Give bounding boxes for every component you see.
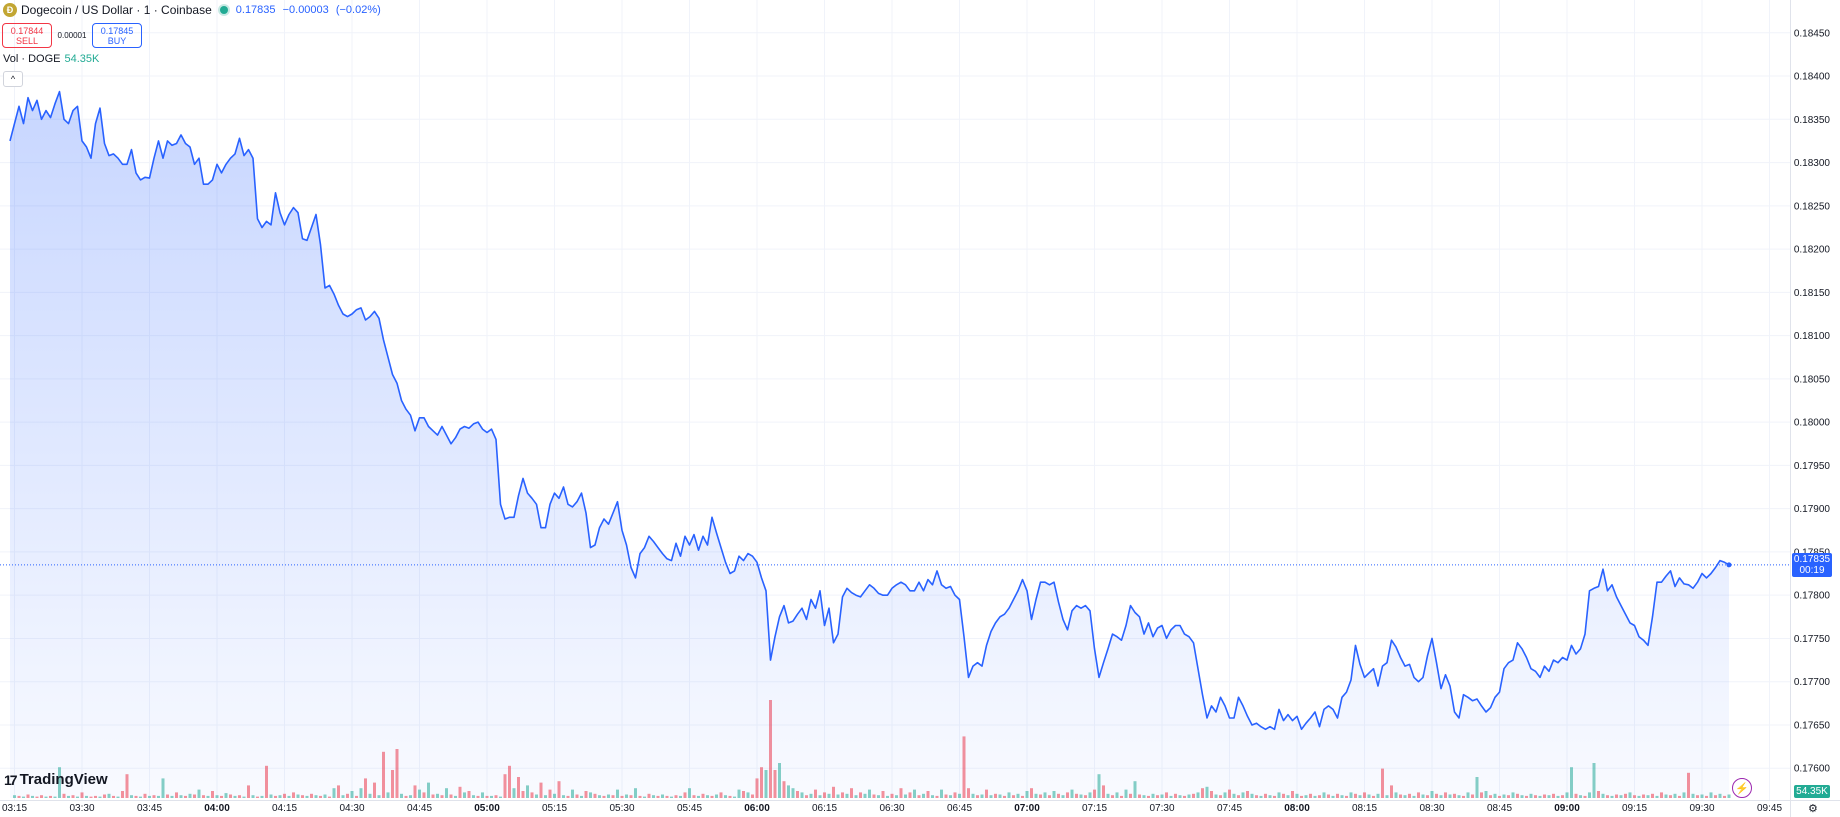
time-tick-label: 09:15 xyxy=(1622,803,1647,814)
time-tick-label: 07:15 xyxy=(1082,803,1107,814)
price-area-fill xyxy=(10,91,1729,799)
price-tick-label: 0.18450 xyxy=(1794,28,1831,39)
time-tick-label: 08:30 xyxy=(1419,803,1444,814)
price-tick-label: 0.17700 xyxy=(1794,677,1831,688)
time-tick-label: 09:00 xyxy=(1554,803,1580,814)
price-tick-label: 0.17800 xyxy=(1794,591,1831,602)
market-open-status-icon xyxy=(219,6,228,14)
price-tick-label: 0.18400 xyxy=(1794,72,1831,83)
symbol-legend: Ð Dogecoin / US Dollar · 1 · Coinbase 0.… xyxy=(3,3,385,17)
time-tick-label: 08:15 xyxy=(1352,803,1377,814)
time-tick-label: 04:30 xyxy=(339,803,364,814)
price-tick-label: 0.17950 xyxy=(1794,461,1831,472)
time-tick-label: 05:30 xyxy=(609,803,634,814)
dogecoin-logo-icon: Ð xyxy=(3,3,17,17)
sell-button[interactable]: 0.17844 SELL xyxy=(2,23,52,48)
time-tick-label: 03:15 xyxy=(2,803,27,814)
buy-price: 0.17845 xyxy=(100,26,134,36)
sell-label: SELL xyxy=(15,36,39,46)
time-tick-label: 03:30 xyxy=(69,803,94,814)
time-tick-label: 07:45 xyxy=(1217,803,1242,814)
time-axis[interactable]: 03:15 03:30 03:45 04:00 04:15 04:30 04:45 05:00… xyxy=(2,803,1782,814)
time-tick-label: 04:15 xyxy=(272,803,297,814)
bar-countdown: 00:19 xyxy=(1799,565,1825,576)
price-tick-label: 0.17850 xyxy=(1794,547,1831,558)
last-price-dot xyxy=(1726,562,1732,568)
volume-label: Vol · DOGE xyxy=(3,53,61,65)
tradingview-logo[interactable]: 17 TradingView xyxy=(4,771,108,788)
time-tick-label: 06:45 xyxy=(947,803,972,814)
price-tick-label: 0.17600 xyxy=(1794,764,1831,775)
time-tick-label: 06:15 xyxy=(812,803,837,814)
time-tick-label: 05:15 xyxy=(542,803,567,814)
price-change-readout: 0.17835 −0.00003 (−0.02%) xyxy=(236,4,385,16)
price-tick-label: 0.18050 xyxy=(1794,374,1831,385)
last-price-value: 0.17835 xyxy=(235,4,276,16)
buy-label: BUY xyxy=(107,36,127,46)
price-tick-label: 0.17900 xyxy=(1794,504,1831,515)
trade-buttons: 0.17844 SELL 0.00001 0.17845 BUY xyxy=(2,23,142,48)
price-tick-label: 0.18300 xyxy=(1794,158,1831,169)
last-price-tag-value: 0.17835 xyxy=(1793,554,1831,565)
time-tick-label: 09:45 xyxy=(1757,803,1782,814)
time-tick-label: 07:00 xyxy=(1014,803,1040,814)
price-tick-label: 0.18000 xyxy=(1794,418,1831,429)
time-tick-label: 06:30 xyxy=(879,803,904,814)
price-tick-label: 0.17750 xyxy=(1794,634,1831,645)
price-tick-label: 0.18200 xyxy=(1794,245,1831,256)
price-tick-label: 0.18350 xyxy=(1794,115,1831,126)
tradingview-logo-text: TradingView xyxy=(19,771,108,788)
spread-value: 0.00001 xyxy=(57,31,87,40)
time-tick-label: 07:30 xyxy=(1149,803,1174,814)
collapse-legend-button[interactable]: ^ xyxy=(3,71,23,87)
time-tick-label: 04:00 xyxy=(204,803,230,814)
time-tick-label: 08:45 xyxy=(1487,803,1512,814)
change-percent: (−0.02%) xyxy=(335,4,381,16)
time-tick-label: 03:45 xyxy=(137,803,162,814)
volume-value: 54.35K xyxy=(64,53,100,65)
symbol-title[interactable]: Dogecoin / US Dollar · 1 · Coinbase xyxy=(21,3,212,17)
buy-button[interactable]: 0.17845 BUY xyxy=(92,23,142,48)
time-tick-label: 09:30 xyxy=(1689,803,1714,814)
volume-tag: 54.35K xyxy=(1794,785,1830,798)
time-tick-label: 08:00 xyxy=(1284,803,1310,814)
settings-gear-icon[interactable]: ⚙ xyxy=(1808,803,1818,815)
last-price-tag: 0.17835 00:19 xyxy=(1792,553,1832,577)
bolt-icon[interactable]: ⚡ xyxy=(1732,778,1752,798)
change-value: −0.00003 xyxy=(282,4,329,16)
price-tick-label: 0.17650 xyxy=(1794,720,1831,731)
price-tick-label: 0.18150 xyxy=(1794,288,1831,299)
volume-legend[interactable]: Vol · DOGE 54.35K xyxy=(3,53,99,65)
price-tick-label: 0.18100 xyxy=(1794,331,1831,342)
time-tick-label: 05:45 xyxy=(677,803,702,814)
price-line xyxy=(9,90,1730,731)
time-tick-label: 05:00 xyxy=(474,803,500,814)
sell-price: 0.17844 xyxy=(10,26,44,36)
time-tick-label: 04:45 xyxy=(407,803,432,814)
tradingview-logo-icon: 17 xyxy=(4,771,18,788)
price-axis[interactable]: 0.18450 0.18400 0.18350 0.18300 0.18250 0.182… xyxy=(1794,28,1831,774)
price-tick-label: 0.18250 xyxy=(1794,201,1831,212)
time-tick-label: 06:00 xyxy=(744,803,770,814)
